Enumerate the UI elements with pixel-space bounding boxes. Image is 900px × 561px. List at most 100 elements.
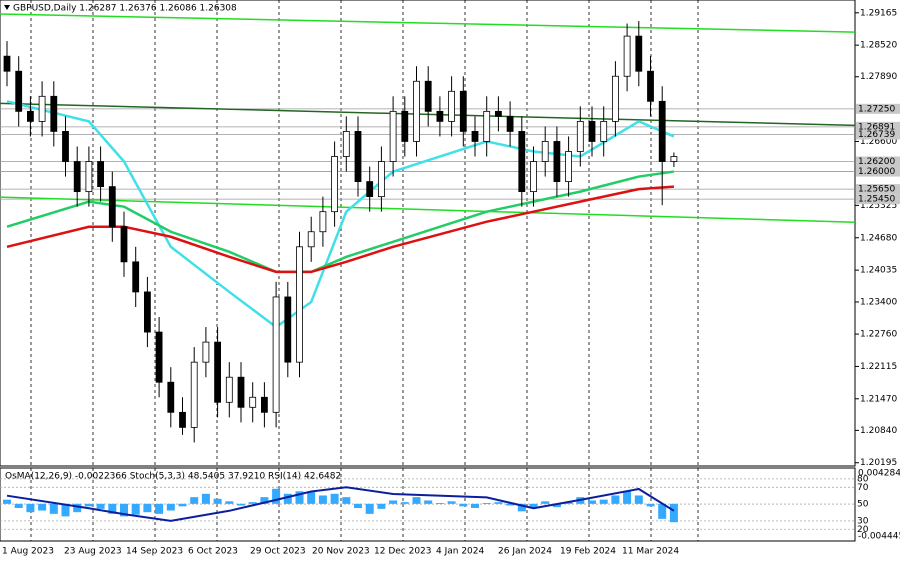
candle-body: [143, 291, 151, 333]
y-tick-label: 1.20840: [860, 426, 897, 436]
header-arrow: [4, 5, 10, 10]
osma-bar: [307, 492, 316, 504]
osma-bar: [237, 503, 245, 506]
candle-body: [483, 110, 491, 142]
osma-bar: [178, 503, 187, 507]
candle-body: [296, 246, 303, 363]
y-tick-label: 1.20195: [860, 458, 897, 468]
osma-bar: [295, 491, 304, 504]
candle-body: [436, 110, 444, 122]
candle-body: [506, 115, 514, 132]
osma-bar: [143, 503, 152, 513]
osc-tick-label: 30: [857, 516, 869, 526]
level-label: 1.25650: [858, 185, 895, 195]
candle-body: [85, 161, 93, 193]
candle-body: [413, 80, 420, 142]
osma-bar: [131, 503, 140, 515]
candle-body: [635, 35, 643, 72]
level-box: [856, 166, 900, 177]
candle-body: [249, 396, 257, 408]
candle-body: [354, 131, 362, 182]
x-tick-label: 12 Dec 2023: [374, 547, 432, 557]
candle-body: [459, 90, 467, 132]
level-label: 1.26739: [858, 130, 895, 140]
moving-average: [6, 185, 674, 274]
osma-tick-label: 0.0042848: [858, 469, 900, 479]
candle-body: [307, 231, 315, 248]
candle-body: [366, 181, 374, 198]
osma-bar: [669, 503, 678, 523]
osma-bar: [354, 503, 362, 509]
candle-body: [494, 110, 502, 117]
y-tick-label: 1.29165: [860, 8, 897, 18]
main-panel: [0, 0, 856, 467]
level-label: 1.26200: [858, 157, 895, 167]
level-label: 1.27250: [858, 104, 895, 114]
osma-bar: [14, 503, 23, 509]
indicator-panel: [0, 467, 856, 542]
y-tick-label: 1.24035: [860, 266, 897, 276]
candle-body: [377, 161, 385, 198]
candle-body: [541, 141, 549, 162]
candle-body: [389, 110, 397, 162]
y-tick-label: 1.21470: [860, 394, 897, 404]
osma-bar: [365, 503, 374, 514]
level-box: [856, 121, 900, 132]
osma-bar: [272, 488, 281, 504]
trendline: [0, 196, 856, 223]
x-tick-label: 6 Oct 2023: [188, 547, 238, 557]
osma-bar: [494, 502, 503, 504]
x-tick-label: 19 Feb 2024: [560, 547, 616, 557]
osc-tick-label: 70: [857, 483, 869, 493]
osma-bar: [61, 503, 70, 517]
candle-body: [424, 80, 432, 112]
osma-bar: [400, 502, 409, 504]
candle-body: [38, 95, 46, 122]
candle-body: [190, 361, 198, 428]
candle-body: [260, 396, 268, 413]
candle-body: [202, 341, 210, 363]
osma-bar: [190, 497, 199, 504]
candle-body: [120, 226, 128, 263]
candle-body: [612, 75, 619, 122]
candle-body: [576, 120, 584, 152]
candle-body: [530, 161, 537, 193]
candle-body: [3, 55, 11, 72]
y-tick-label: 1.26600: [860, 137, 897, 147]
candle-body: [565, 151, 572, 182]
level-box: [856, 184, 900, 195]
candle-body: [214, 341, 222, 403]
level-box: [856, 194, 900, 205]
level-label: 1.26891: [858, 122, 895, 132]
osma-bar: [38, 503, 47, 511]
osma-bar: [506, 503, 515, 506]
osma-tick-label: -0.004445: [858, 532, 900, 542]
osma-bar: [342, 497, 351, 504]
osma-bar: [201, 493, 210, 504]
osma-bar: [517, 503, 526, 512]
osc-tick-label: 80: [857, 474, 869, 484]
candle-body: [401, 110, 409, 142]
candle-body: [623, 35, 631, 77]
osma-bar: [155, 503, 164, 514]
x-tick-label: 29 Oct 2023: [250, 547, 306, 557]
osma-bar: [248, 502, 257, 504]
level-box: [856, 156, 900, 167]
osma-bar: [120, 503, 128, 517]
candle-body: [284, 296, 292, 363]
level-box: [856, 129, 900, 140]
y-tick-label: 1.25325: [860, 201, 897, 211]
osma-bar: [96, 503, 105, 509]
osma-bar: [658, 503, 667, 519]
osma-bar: [552, 503, 561, 508]
osc-tick-label: 50: [857, 500, 869, 510]
candle-body: [448, 90, 456, 122]
candle-body: [600, 120, 608, 142]
candle-body: [588, 120, 596, 142]
candle-body: [553, 141, 561, 182]
level-box: [856, 103, 900, 114]
osma-bar: [623, 491, 632, 504]
x-tick-label: 11 Mar 2024: [622, 547, 679, 557]
osma-bar: [435, 502, 444, 504]
